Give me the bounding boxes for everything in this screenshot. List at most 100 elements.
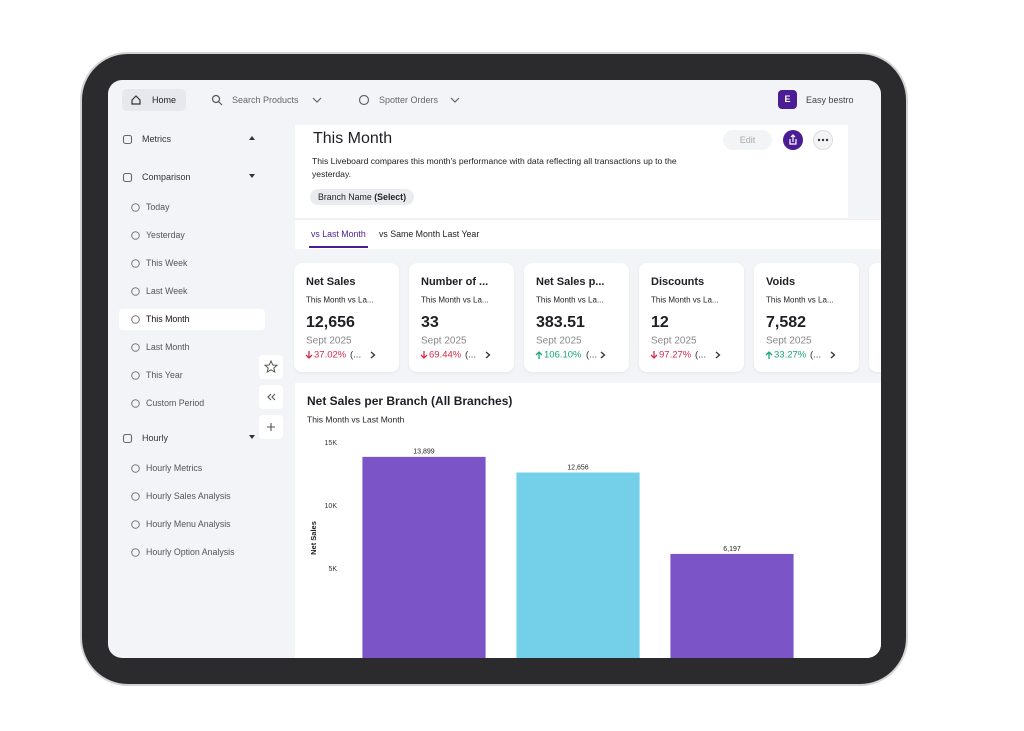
kpi-card[interactable]: Net Sales p... This Month vs La... 383.51 S… xyxy=(524,263,629,372)
chart: Net Sales per Branch (All Branches) This… xyxy=(295,383,881,658)
kpi-subtitle: This Month vs La... xyxy=(306,295,374,305)
tab[interactable]: vs Last Month xyxy=(311,229,366,239)
kpi-period: Sept 2025 xyxy=(306,335,352,347)
tab[interactable]: vs Same Month Last Year xyxy=(379,229,480,239)
section-icon xyxy=(122,134,133,144)
item-icon xyxy=(131,463,140,473)
kpi-card[interactable]: Voids This Month vs La... 7,582 Sept 2025 33… xyxy=(754,263,859,372)
kpi-note: (... xyxy=(695,349,707,361)
avatar[interactable]: E xyxy=(778,90,797,109)
sidebar-item[interactable]: This Week xyxy=(146,258,188,268)
item-icon xyxy=(131,202,140,212)
kpi-chevron xyxy=(485,351,491,359)
kpi-card[interactable]: Net Sales This Month vs La... 12,656 Sept 2… xyxy=(294,263,399,372)
section-caret xyxy=(249,135,255,140)
sidebar-item[interactable]: This Year xyxy=(146,370,183,380)
home-button[interactable] xyxy=(122,89,186,111)
kpi-chevron xyxy=(370,351,376,359)
kpi-title: Discounts xyxy=(651,276,705,288)
more-button[interactable] xyxy=(813,130,833,150)
kpi-change: 37.02% xyxy=(314,349,347,361)
section-icon xyxy=(122,172,133,182)
kpi-note: (... xyxy=(810,349,822,361)
header-gap xyxy=(848,125,881,218)
screen: Home Search Products Spotter Orders E Ea… xyxy=(108,80,881,658)
item-icon xyxy=(131,398,140,408)
section-caret xyxy=(249,173,255,178)
sidebar-item[interactable]: Today xyxy=(146,202,170,212)
item-icon xyxy=(131,519,140,529)
spotter-label[interactable]: Spotter Orders xyxy=(379,95,439,105)
sidebar-item[interactable]: Custom Period xyxy=(146,398,205,408)
item-icon xyxy=(131,547,140,557)
tab-underline xyxy=(309,246,368,248)
kpi-card[interactable]: Discounts This Month vs La... 12 Sept 2025 9… xyxy=(639,263,744,372)
kpi-value: 12 xyxy=(651,314,669,331)
sidebar-item[interactable]: Hourly Menu Analysis xyxy=(146,519,231,529)
sidebar-item[interactable]: Yesterday xyxy=(146,230,185,240)
chart-title: Net Sales per Branch (All Branches) xyxy=(307,394,512,408)
kpi-title: Net Sales xyxy=(306,276,356,288)
bar xyxy=(362,456,486,658)
change-arrow xyxy=(305,351,313,359)
chevron xyxy=(450,97,460,103)
kpi-card[interactable]: Number of ... This Month vs La... 33 Sept 2… xyxy=(409,263,514,372)
data-label: 12,656 xyxy=(567,464,589,471)
sidebar-item[interactable]: Hourly Option Analysis xyxy=(146,547,235,557)
kpi-title: Voids xyxy=(766,276,796,288)
kpi-value: 7,582 xyxy=(766,314,807,331)
item-icon xyxy=(131,286,140,296)
kpi-change: 97.27% xyxy=(659,349,692,361)
filter-chip[interactable]: Branch Name (Select) xyxy=(310,189,415,205)
bar xyxy=(516,472,640,658)
section-label[interactable]: Comparison xyxy=(142,172,191,182)
kpi-chevron xyxy=(600,351,606,359)
sidebar-item[interactable]: Last Month xyxy=(146,342,190,352)
kpi-value: 383.51 xyxy=(536,314,585,331)
page-title: This Month xyxy=(313,130,393,147)
section-icon xyxy=(122,433,133,443)
kpi-note: (... xyxy=(350,349,362,361)
share-button[interactable] xyxy=(783,130,803,150)
kpi-change: 106.10% xyxy=(544,349,582,361)
favorite-button[interactable] xyxy=(259,355,283,379)
search-label[interactable]: Search Products xyxy=(232,95,299,105)
section-caret xyxy=(249,434,255,439)
section-label[interactable]: Hourly xyxy=(142,433,169,443)
y-tick-label: 15K xyxy=(325,440,338,447)
sidebar-item[interactable]: Last Week xyxy=(146,286,188,296)
change-arrow xyxy=(650,351,658,359)
item-icon xyxy=(131,370,140,380)
sidebar-item[interactable]: Hourly Metrics xyxy=(146,463,203,473)
kpi-subtitle: This Month vs La... xyxy=(766,295,834,305)
active-item-bg xyxy=(119,308,265,330)
item-icon xyxy=(131,230,140,240)
kpi-change: 33.27% xyxy=(774,349,807,361)
kpi-period: Sept 2025 xyxy=(536,335,582,347)
kpi-subtitle: This Month vs La... xyxy=(651,295,719,305)
sidebar-item[interactable]: Hourly Sales Analysis xyxy=(146,491,231,501)
y-tick-label: 10K xyxy=(325,503,338,510)
home-label: Home xyxy=(152,95,177,105)
section-label[interactable]: Metrics xyxy=(142,134,171,144)
account-name[interactable]: Easy bestro xyxy=(806,95,854,105)
home-icon xyxy=(131,95,141,105)
kpi-value: 33 xyxy=(421,314,439,331)
kpi-subtitle: This Month vs La... xyxy=(421,295,489,305)
change-arrow xyxy=(765,351,773,359)
item-icon xyxy=(131,342,140,352)
kpi-period: Sept 2025 xyxy=(766,335,812,347)
kpi-note: (... xyxy=(586,349,598,361)
bar xyxy=(670,553,794,658)
kpi-change: 69.44% xyxy=(429,349,462,361)
y-tick-label: 5K xyxy=(328,566,337,573)
kpi-value: 12,656 xyxy=(306,314,355,331)
edit-button[interactable]: Edit xyxy=(723,130,772,150)
kpi-period: Sept 2025 xyxy=(421,335,467,347)
add-button[interactable] xyxy=(259,415,283,439)
chart-subtitle: This Month vs Last Month xyxy=(307,414,405,424)
kpi-subtitle: This Month vs La... xyxy=(536,295,604,305)
collapse-button[interactable] xyxy=(259,385,283,409)
sidebar-item[interactable]: This Month xyxy=(146,314,190,324)
y-axis-label: Net Sales xyxy=(309,521,318,555)
